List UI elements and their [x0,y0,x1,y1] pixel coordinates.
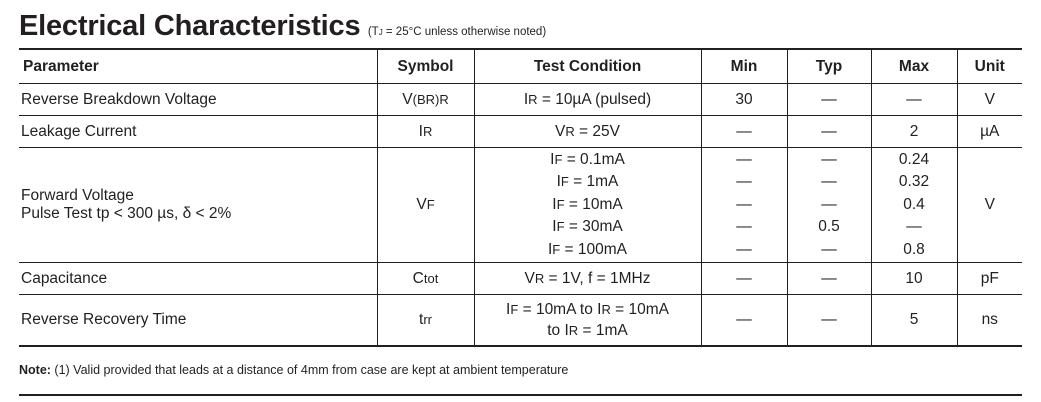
min-cell: 30 [700,83,788,116]
condition-cell: IR = 10µA (pulsed) [473,83,702,116]
typ-cell: — [786,115,872,148]
max-cell: 0.24 0.32 0.4—0.8 [870,147,958,263]
bottom-divider [19,394,1022,396]
table-row: Reverse Breakdown Voltage V(BR)R IR = 10… [19,83,1022,116]
parameter-cell: Leakage Current [19,115,378,148]
header-test-condition: Test Condition [473,48,702,84]
condition-cell: IF = 10mA to IR = 10mA to IR = 1mA [473,294,702,347]
parameter-cell: Reverse Breakdown Voltage [19,83,378,116]
section-title: Electrical Characteristics [19,10,361,42]
max-cell: — [870,83,958,116]
min-cell: — [700,262,788,295]
parameter-name: Forward Voltage [21,187,134,204]
unit-cell: pF [956,262,1022,295]
condition-cell: IF = 0.1mA IF = 1mA IF = 10mA IF = 30mA … [473,147,702,263]
table-row: Reverse Recovery Time trr IF = 10mA to I… [19,294,1022,347]
note-label: Note: [19,363,51,377]
symbol-cell: Ctot [376,262,475,295]
test-conditions-note: (TJ = 25°C unless otherwise noted) [367,26,547,38]
unit-cell: V [956,83,1022,116]
unit-cell: µA [956,115,1022,148]
note-text: (1) Valid provided that leads at a dista… [50,363,569,377]
header-symbol: Symbol [376,48,475,84]
section-heading: Electrical Characteristics (TJ = 25°C un… [19,10,546,43]
electrical-characteristics-table: Parameter Symbol Test Condition Min Typ … [19,48,1022,347]
table-row: Leakage Current IR VR = 25V — — 2 µA [19,115,1022,148]
header-row: Parameter Symbol Test Condition Min Typ … [19,48,1022,84]
parameter-cell: Reverse Recovery Time [19,294,378,347]
typ-cell: — [786,262,872,295]
max-cell: 2 [870,115,958,148]
typ-cell: — [786,294,872,347]
table-row: Capacitance Ctot VR = 1V, f = 1MHz — — 1… [19,262,1022,295]
symbol-cell: V(BR)R [376,83,475,116]
symbol-cell: VF [376,147,475,263]
header-parameter: Parameter [19,48,378,84]
max-cell: 10 [870,262,958,295]
condition-cell: VR = 1V, f = 1MHz [473,262,702,295]
header-max: Max [870,48,958,84]
typ-cell: — — —0.5— [786,147,872,263]
header-unit: Unit [956,48,1022,84]
symbol-cell: IR [376,115,475,148]
min-cell: — — — — — [700,147,788,263]
typ-cell: — [786,83,872,116]
min-cell: — [700,294,788,347]
min-cell: — [700,115,788,148]
symbol-cell: trr [376,294,475,347]
header-min: Min [700,48,788,84]
footnote: Note: (1) Valid provided that leads at a… [19,363,568,377]
unit-cell: ns [956,294,1022,347]
parameter-cell: Forward Voltage Pulse Test tp < 300 µs, … [19,147,378,263]
header-typ: Typ [786,48,872,84]
condition-cell: VR = 25V [473,115,702,148]
table-row: Forward Voltage Pulse Test tp < 300 µs, … [19,147,1022,263]
parameter-cell: Capacitance [19,262,378,295]
max-cell: 5 [870,294,958,347]
parameter-note: Pulse Test tp < 300 µs, δ < 2% [21,205,232,222]
unit-cell: V [956,147,1022,263]
